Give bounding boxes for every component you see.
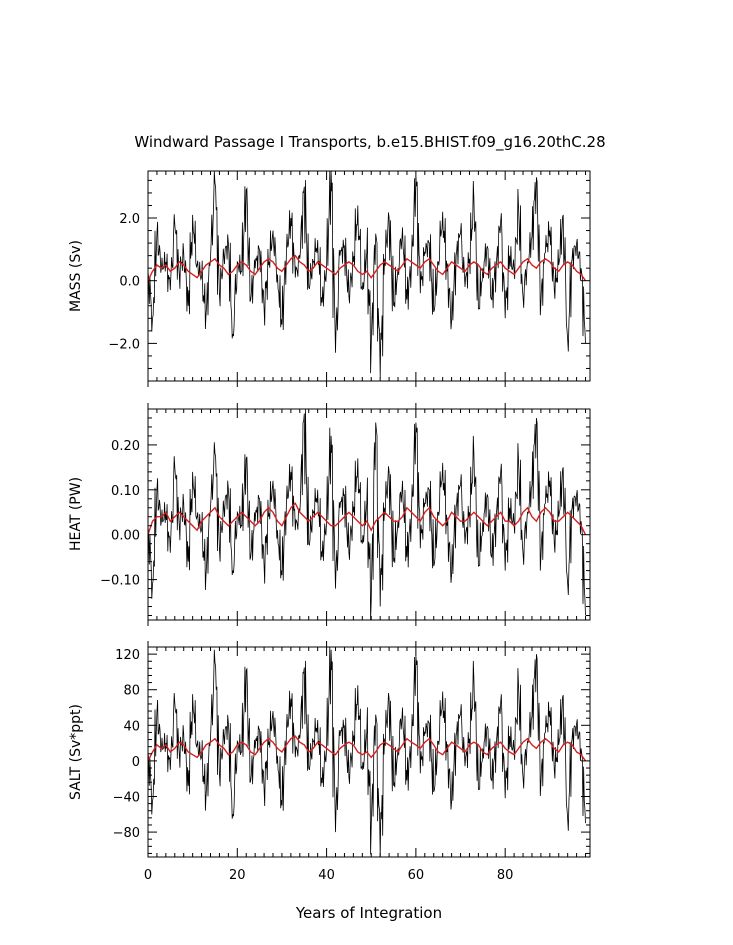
- chart-title: Windward Passage I Transports, b.e15.BHI…: [134, 133, 605, 152]
- salt-y-tick-label: 40: [123, 719, 140, 734]
- heat-y-tick-label: 0.20: [111, 439, 140, 454]
- x-tick-label: 60: [408, 868, 425, 883]
- mass-y-tick-label: −2.0: [108, 337, 140, 352]
- mass-y-axis-label: MASS (Sv): [68, 240, 84, 312]
- heat-y-axis-label: HEAT (PW): [68, 477, 84, 551]
- heat-y-tick-label: −0.10: [100, 574, 140, 589]
- x-tick-label: 20: [229, 868, 246, 883]
- salt-y-axis-label: SALT (Sv*ppt): [68, 704, 84, 800]
- panel-heat: −0.10 0.00 0.10 0.20 HEAT (PW): [68, 403, 591, 626]
- salt-smooth-series: [147, 735, 587, 762]
- heat-y-tick-label: 0.00: [111, 529, 140, 544]
- salt-y-tick-label: 80: [123, 684, 140, 699]
- mass-y-tick-label: 0.0: [119, 275, 140, 290]
- mass-raw-series: [147, 170, 586, 378]
- heat-raw-line: [147, 408, 586, 621]
- heat-smooth-series: [147, 502, 587, 536]
- salt-y-tick-label: 120: [115, 648, 140, 663]
- salt-y-tick-label: 0: [132, 755, 140, 770]
- heat-raw-series: [147, 408, 586, 621]
- mass-smooth-series: [147, 254, 587, 282]
- x-tick-label: 40: [318, 868, 335, 883]
- mass-plot-frame: [147, 170, 591, 382]
- mass-y-tick-label: 2.0: [119, 212, 140, 227]
- heat-smooth-line: [147, 502, 587, 536]
- panel-mass: −2.0 0.0 2.0 MASS (Sv): [68, 170, 591, 387]
- mass-smooth-line: [147, 254, 587, 282]
- salt-y-tick-label: −40: [113, 790, 140, 805]
- salt-plot-frame: [147, 646, 591, 858]
- salt-raw-series: [147, 646, 586, 858]
- x-tick-label: 80: [497, 868, 514, 883]
- x-axis-label: Years of Integration: [295, 904, 442, 922]
- salt-smooth-line: [147, 735, 587, 762]
- salt-y-tick-label: −80: [113, 826, 140, 841]
- heat-y-tick-label: 0.10: [111, 484, 140, 499]
- salt-raw-line: [147, 646, 586, 858]
- heat-plot-frame: [147, 408, 591, 621]
- panel-salt: 0 20 40 60 80 −80 −40 0 40 80 120 SALT (Sv*ppt): [68, 641, 591, 883]
- mass-raw-line: [147, 170, 586, 378]
- x-tick-label: 0: [144, 868, 152, 883]
